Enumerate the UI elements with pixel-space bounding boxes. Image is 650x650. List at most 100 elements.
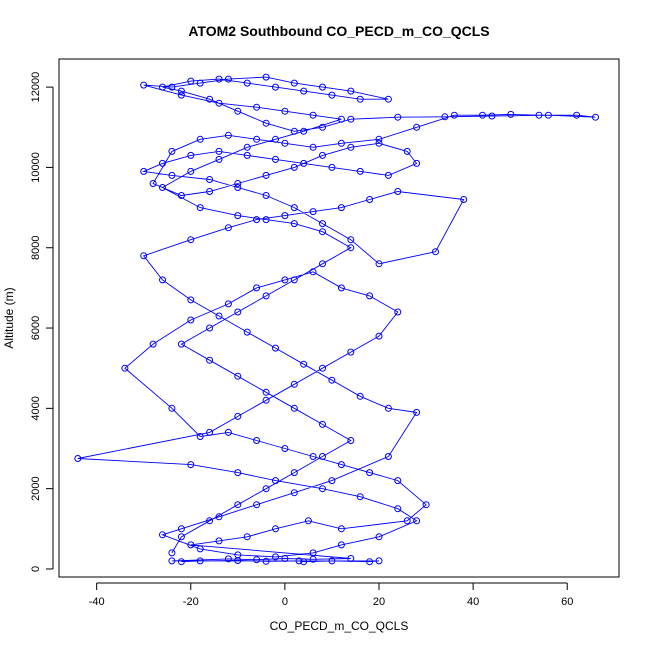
- data-point: [319, 453, 326, 460]
- data-point: [356, 392, 364, 400]
- data-point: [168, 404, 176, 412]
- data-point: [328, 376, 336, 384]
- data-point: [196, 204, 204, 212]
- y-tick-label: 0: [30, 566, 42, 572]
- data-point: [319, 364, 326, 372]
- data-point: [309, 208, 317, 216]
- data-point: [403, 517, 411, 525]
- data-point: [347, 115, 355, 123]
- data-point: [450, 111, 458, 119]
- data-point: [573, 111, 581, 119]
- data-point: [168, 549, 176, 557]
- data-point: [187, 316, 195, 324]
- data-point: [544, 111, 552, 119]
- data-point: [375, 139, 383, 147]
- data-point: [262, 396, 270, 404]
- data-point: [309, 143, 317, 151]
- data-point: [356, 493, 364, 501]
- x-tick-label: -40: [89, 596, 105, 608]
- data-point: [253, 284, 261, 292]
- y-tick-label: 2000: [30, 476, 42, 500]
- data-point: [375, 260, 383, 268]
- data-point: [309, 549, 317, 557]
- data-point: [234, 184, 242, 191]
- data-point: [234, 212, 242, 220]
- data-point: [413, 123, 421, 131]
- data-point: [366, 469, 374, 477]
- data-point: [187, 541, 195, 549]
- data-point: [384, 171, 392, 179]
- data-point: [215, 155, 223, 163]
- data-point: [234, 469, 242, 477]
- data-point: [149, 180, 157, 187]
- data-point: [337, 284, 345, 292]
- data-point: [394, 113, 402, 121]
- data-point: [262, 171, 270, 179]
- data-point: [337, 525, 345, 533]
- data-point: [272, 525, 279, 533]
- data-point: [177, 558, 185, 566]
- data-point: [272, 155, 279, 163]
- data-point: [347, 555, 355, 562]
- data-point: [272, 83, 279, 91]
- data-point: [300, 360, 308, 368]
- data-point: [159, 276, 166, 284]
- data-point: [224, 428, 232, 436]
- data-point: [243, 151, 251, 159]
- data-point: [347, 236, 355, 244]
- data-point: [149, 340, 157, 348]
- data-point: [328, 163, 336, 171]
- data-point: [281, 276, 289, 284]
- data-point: [187, 461, 195, 469]
- data-point: [224, 131, 232, 139]
- data-point: [413, 517, 421, 525]
- data-point: [234, 501, 242, 509]
- data-point: [328, 91, 336, 99]
- data-point: [272, 477, 279, 485]
- data-point: [337, 204, 345, 212]
- data-point: [319, 260, 326, 268]
- data-point: [413, 159, 421, 167]
- x-tick-label: 0: [282, 596, 288, 608]
- data-point: [319, 220, 326, 228]
- data-point: [356, 167, 364, 175]
- data-point: [488, 112, 496, 120]
- data-point: [159, 159, 166, 167]
- data-point: [159, 184, 166, 191]
- data-point: [281, 107, 289, 115]
- data-point: [304, 517, 312, 525]
- data-point: [74, 455, 82, 462]
- data-point: [234, 551, 242, 559]
- data-point: [366, 292, 374, 300]
- data-point: [337, 139, 345, 147]
- data-point: [375, 533, 383, 541]
- data-point: [253, 135, 261, 143]
- data-point: [300, 87, 308, 95]
- data-point: [253, 437, 261, 444]
- data-point: [262, 73, 270, 81]
- data-point: [290, 469, 298, 477]
- data-point: [394, 188, 402, 195]
- data-point: [347, 244, 355, 252]
- data-point: [272, 344, 279, 352]
- data-point: [215, 312, 223, 320]
- data-point: [281, 212, 289, 220]
- data-point: [403, 147, 411, 155]
- data-point: [262, 557, 270, 565]
- data-point: [196, 557, 204, 565]
- data-point: [375, 135, 383, 143]
- y-axis-label: Altitude (m): [2, 287, 16, 348]
- data-point: [328, 477, 336, 485]
- data-point: [300, 159, 308, 167]
- data-point: [394, 308, 402, 316]
- data-point: [206, 324, 214, 332]
- data-point: [187, 151, 195, 159]
- data-point: [206, 428, 214, 436]
- data-point: [535, 111, 543, 119]
- data-point: [196, 135, 204, 143]
- data-point: [290, 127, 298, 135]
- data-point: [215, 75, 223, 83]
- data-point: [262, 192, 270, 199]
- data-point: [295, 557, 303, 565]
